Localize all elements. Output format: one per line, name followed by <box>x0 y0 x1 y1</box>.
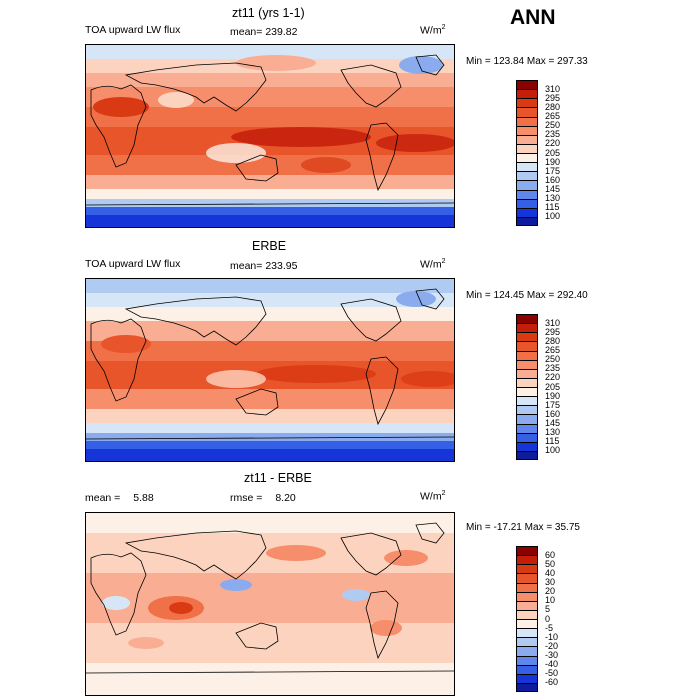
panel-1-colorbar: 3102952802652502352202051901751601451301… <box>516 80 596 226</box>
panel-3-units-exp: 2 <box>442 490 446 497</box>
panel-1-variable-label: TOA upward LW flux <box>85 24 180 36</box>
panel-2-mean-value: 233.95 <box>265 260 297 272</box>
panel-3-rmse-label: rmse = <box>230 492 262 504</box>
colorbar-tick-label: 100 <box>545 446 560 455</box>
panel-3-mean-value: 5.88 <box>133 492 153 504</box>
panel-3-rmse: rmse = 8.20 <box>230 492 296 504</box>
colorbar-frame <box>516 546 538 692</box>
panel-1-title: zt11 (yrs 1-1) <box>232 6 305 20</box>
panel-2-map <box>85 278 455 462</box>
panel-2-variable-label: TOA upward LW flux <box>85 258 180 270</box>
panel-1-mean-label: mean= <box>230 26 262 38</box>
panel-1-mean-value: 239.82 <box>265 26 297 38</box>
panel-1-units: W/m2 <box>420 24 445 37</box>
panel-1-minmax: Min = 123.84 Max = 297.33 <box>466 56 588 67</box>
panel-1-units-base: W/m <box>420 25 442 37</box>
panel-2-mean-label: mean= <box>230 260 262 272</box>
panel-3-colorbar: 60504030201050-5-10-20-30-40-50-60 <box>516 546 596 692</box>
panel-2-minmax: Min = 124.45 Max = 292.40 <box>466 290 588 301</box>
panel-2-colorbar: 3102952802652502352202051901751601451301… <box>516 314 596 460</box>
panel-2-mean: mean= 233.95 <box>230 260 297 272</box>
panel-2-units-base: W/m <box>420 259 442 271</box>
panel-3-title: zt11 - ERBE <box>244 471 312 485</box>
panel-3-minmax: Min = -17.21 Max = 35.75 <box>466 522 580 533</box>
panel-3-units: W/m2 <box>420 490 445 503</box>
panel-2-units-exp: 2 <box>442 258 446 265</box>
panel-3-mean: mean = 5.88 <box>85 492 154 504</box>
panel-2-units: W/m2 <box>420 258 445 271</box>
panel-2-title: ERBE <box>252 239 286 253</box>
colorbar-tick-label: -60 <box>545 678 558 687</box>
colorbar-frame <box>516 314 538 460</box>
panel-3-units-base: W/m <box>420 491 442 503</box>
panel-3-rmse-value: 8.20 <box>275 492 295 504</box>
colorbar-frame <box>516 80 538 226</box>
panel-3-mean-label: mean = <box>85 492 120 504</box>
panel-1-map <box>85 44 455 228</box>
season-label: ANN <box>510 6 556 30</box>
panel-1-mean: mean= 239.82 <box>230 26 297 38</box>
panel-3-map <box>85 512 455 696</box>
panel-1-units-exp: 2 <box>442 24 446 31</box>
colorbar-tick-label: 100 <box>545 212 560 221</box>
